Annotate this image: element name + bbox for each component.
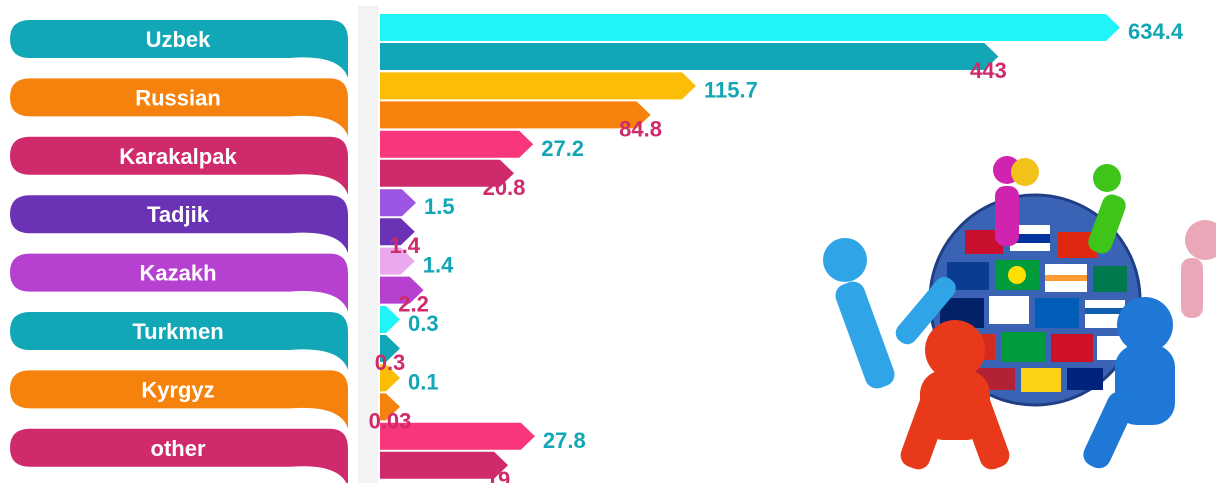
category-label: Kazakh: [139, 261, 216, 286]
value-label: 27.2: [541, 136, 584, 161]
value-labels: 634.4443115.784.827.220.81.51.41.42.20.3…: [369, 19, 1184, 483]
category-labels: Uzbek Russian Karakalpak Tadjik Kazakh Turkme…: [10, 20, 348, 483]
category-tab-tadjik: [10, 195, 348, 254]
category-label: Russian: [135, 85, 221, 110]
value-label: 84.8: [619, 116, 662, 141]
value-label: 1.5: [424, 194, 455, 219]
bar-uzbek-top: [380, 14, 1120, 41]
bar-karakalpak-top: [380, 130, 534, 158]
value-label: 0.3: [375, 350, 406, 375]
value-label: 1.4: [423, 253, 454, 278]
category-label: Tadjik: [147, 202, 210, 227]
bar-kyrgyz-bottom: [380, 393, 400, 421]
value-label: 19: [486, 467, 510, 483]
category-label: other: [151, 436, 206, 461]
bars: [380, 14, 1120, 479]
category-tab-kyrgyz: [10, 370, 348, 429]
category-tab-kazakh: [10, 253, 348, 312]
category-label: Turkmen: [132, 319, 223, 344]
category-tab-other: [10, 428, 348, 483]
category-label: Uzbek: [146, 27, 212, 52]
value-label: 20.8: [483, 175, 526, 200]
value-label: 0.03: [369, 408, 412, 433]
category-tab-karakalpak: [10, 136, 348, 195]
bar-karakalpak-bottom: [380, 159, 514, 187]
category-tab-russian: [10, 78, 348, 137]
bar-kyrgyz-top: [380, 364, 400, 392]
bar-russian-top: [380, 72, 697, 100]
bar-turkmen-top: [380, 306, 400, 333]
bar-russian-bottom: [380, 101, 651, 129]
bar-other-bottom: [380, 451, 509, 479]
axis-divider: [358, 6, 378, 483]
value-label: 634.4: [1128, 19, 1184, 44]
value-label: 115.7: [704, 77, 758, 102]
bar-uzbek-bottom: [380, 43, 999, 70]
bar-kazakh-top: [380, 247, 415, 275]
category-tab-turkmen: [10, 312, 348, 370]
bar-tadjik-top: [380, 189, 416, 217]
value-label: 27.8: [543, 428, 586, 453]
category-label: Kyrgyz: [141, 377, 214, 402]
bar-other-top: [380, 422, 535, 450]
category-label: Karakalpak: [119, 144, 237, 169]
value-label: 443: [970, 58, 1007, 83]
category-tab-uzbek: [10, 20, 348, 78]
bar-turkmen-bottom: [380, 335, 400, 362]
bar-kazakh-bottom: [380, 276, 424, 304]
value-label: 0.3: [408, 311, 439, 336]
bar-tadjik-bottom: [380, 218, 415, 246]
value-label: 0.1: [408, 369, 439, 394]
value-label: 2.2: [398, 292, 429, 317]
value-label: 1.4: [389, 233, 420, 258]
globe-people-illustration: [823, 156, 1216, 470]
